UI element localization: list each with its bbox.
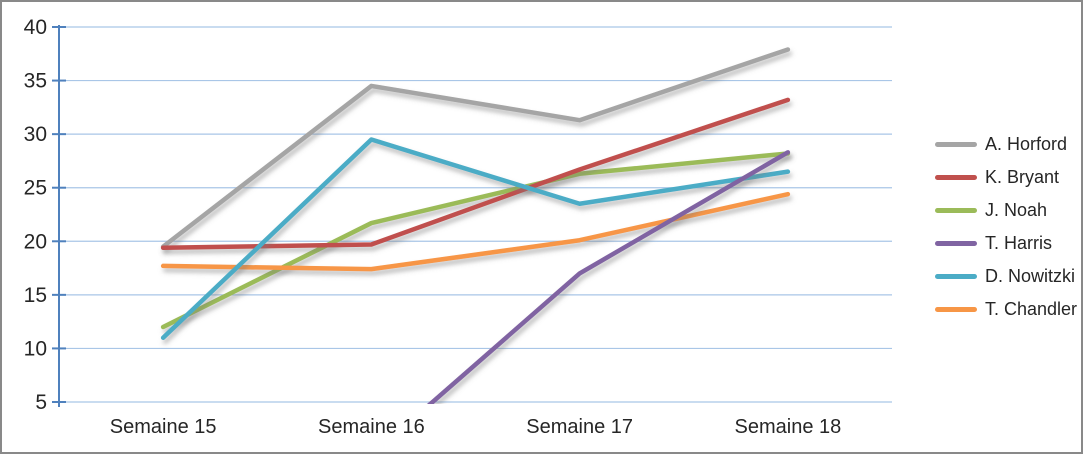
- x-axis-label-4: Semaine 18: [735, 416, 842, 438]
- legend-label: T. Harris: [985, 232, 1052, 253]
- y-axis-label-5: 5: [35, 391, 47, 414]
- series-line-d-nowitzki: [160, 137, 791, 340]
- y-axis-label-15: 15: [24, 284, 47, 307]
- series-line-t-chandler: [160, 191, 791, 272]
- y-axis-label-40: 40: [24, 16, 47, 39]
- legend-item-j-noah: J. Noah: [935, 200, 1077, 220]
- y-axis-label-25: 25: [24, 177, 47, 200]
- y-axis-label-20: 20: [24, 230, 47, 253]
- x-axis-label-1: Semaine 15: [110, 416, 217, 438]
- legend-item-t-harris: T. Harris: [935, 233, 1077, 253]
- legend-item-d-nowitzki: D. Nowitzki: [935, 266, 1077, 286]
- legend-marker-icon: [935, 207, 977, 213]
- legend-label: T. Chandler: [985, 298, 1078, 319]
- legend-label: D. Nowitzki: [985, 265, 1076, 286]
- legend-label: J. Noah: [985, 199, 1048, 220]
- legend-item-t-chandler: T. Chandler: [935, 299, 1077, 319]
- series-line-k-bryant: [160, 97, 791, 250]
- x-axis-label-3: Semaine 17: [526, 416, 633, 438]
- legend-item-k-bryant: K. Bryant: [935, 167, 1077, 187]
- legend-marker-icon: [935, 240, 977, 246]
- legend-marker-icon: [935, 141, 977, 147]
- legend-label: A. Horford: [985, 133, 1068, 154]
- series-lines: [160, 47, 791, 404]
- y-axis-label-30: 30: [24, 123, 47, 146]
- legend-marker-icon: [935, 306, 977, 312]
- series-line-j-noah: [160, 151, 791, 330]
- x-axis-label-2: Semaine 16: [318, 416, 425, 438]
- legend-label: K. Bryant: [985, 166, 1060, 187]
- series-line-t-harris: [426, 150, 791, 404]
- chart-legend: A. Horford K. Bryant J. Noah T. Harris D. No…: [935, 134, 1077, 319]
- y-axis-label-10: 10: [24, 337, 47, 360]
- series-line-a-horford: [160, 47, 791, 249]
- legend-marker-icon: [935, 273, 977, 279]
- y-axis-label-35: 35: [24, 70, 47, 93]
- legend-marker-icon: [935, 174, 977, 180]
- legend-item-a-horford: A. Horford: [935, 134, 1077, 154]
